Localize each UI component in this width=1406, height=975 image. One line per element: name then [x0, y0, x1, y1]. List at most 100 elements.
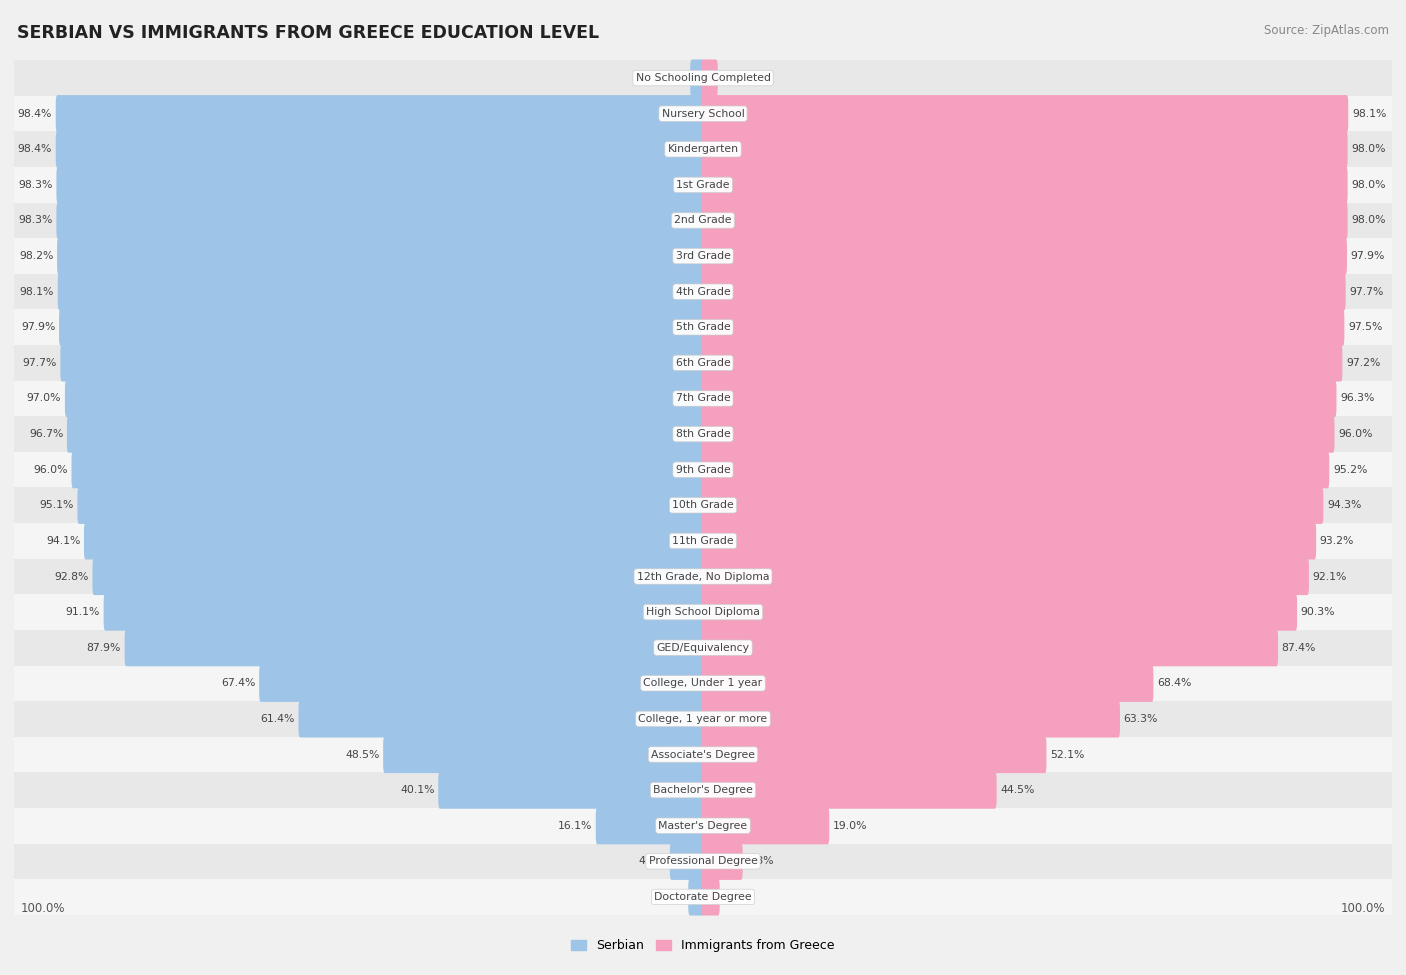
FancyBboxPatch shape: [702, 273, 1346, 310]
FancyBboxPatch shape: [59, 309, 704, 346]
Bar: [14, 451, 1392, 488]
Text: 98.0%: 98.0%: [1351, 179, 1386, 190]
FancyBboxPatch shape: [56, 96, 704, 133]
FancyBboxPatch shape: [702, 878, 720, 916]
FancyBboxPatch shape: [77, 487, 704, 524]
Text: Kindergarten: Kindergarten: [668, 144, 738, 154]
Text: 96.7%: 96.7%: [30, 429, 63, 439]
Text: 1.7%: 1.7%: [659, 73, 686, 83]
Bar: [14, 630, 1392, 666]
Text: GED/Equivalency: GED/Equivalency: [657, 643, 749, 652]
Text: 10th Grade: 10th Grade: [672, 500, 734, 510]
Text: 97.9%: 97.9%: [1351, 252, 1385, 261]
Bar: [14, 843, 1392, 879]
Text: 98.1%: 98.1%: [1353, 108, 1386, 119]
FancyBboxPatch shape: [702, 523, 1316, 560]
Text: 16.1%: 16.1%: [558, 821, 592, 831]
Bar: [14, 309, 1392, 345]
Text: 67.4%: 67.4%: [221, 679, 256, 688]
Text: 95.1%: 95.1%: [39, 500, 73, 510]
Text: 97.9%: 97.9%: [21, 323, 55, 332]
Text: College, 1 year or more: College, 1 year or more: [638, 714, 768, 723]
Bar: [14, 96, 1392, 132]
Text: 98.3%: 98.3%: [18, 215, 53, 225]
Text: 7th Grade: 7th Grade: [676, 394, 730, 404]
Text: 1st Grade: 1st Grade: [676, 179, 730, 190]
Bar: [14, 132, 1392, 167]
Text: 97.0%: 97.0%: [27, 394, 62, 404]
Text: 11th Grade: 11th Grade: [672, 536, 734, 546]
Text: 4th Grade: 4th Grade: [676, 287, 730, 296]
Text: 5th Grade: 5th Grade: [676, 323, 730, 332]
Text: Professional Degree: Professional Degree: [648, 856, 758, 867]
FancyBboxPatch shape: [384, 736, 704, 773]
Text: 96.0%: 96.0%: [34, 465, 67, 475]
FancyBboxPatch shape: [669, 842, 704, 879]
Text: No Schooling Completed: No Schooling Completed: [636, 73, 770, 83]
FancyBboxPatch shape: [439, 771, 704, 808]
Bar: [14, 274, 1392, 309]
Bar: [14, 808, 1392, 843]
FancyBboxPatch shape: [702, 700, 1121, 737]
Bar: [14, 380, 1392, 416]
Text: 5.8%: 5.8%: [747, 856, 773, 867]
FancyBboxPatch shape: [298, 700, 704, 737]
Text: High School Diploma: High School Diploma: [647, 607, 759, 617]
Text: 94.1%: 94.1%: [46, 536, 80, 546]
Bar: [14, 167, 1392, 203]
Text: 98.2%: 98.2%: [20, 252, 53, 261]
FancyBboxPatch shape: [67, 415, 704, 452]
Bar: [14, 666, 1392, 701]
Bar: [14, 345, 1392, 380]
Text: 48.5%: 48.5%: [344, 750, 380, 760]
Bar: [14, 772, 1392, 808]
FancyBboxPatch shape: [702, 344, 1343, 381]
Text: 95.2%: 95.2%: [1333, 465, 1367, 475]
Text: 92.8%: 92.8%: [55, 571, 89, 581]
FancyBboxPatch shape: [702, 238, 1347, 275]
Text: 97.7%: 97.7%: [22, 358, 56, 368]
Text: 93.2%: 93.2%: [1320, 536, 1354, 546]
Text: 98.0%: 98.0%: [1351, 144, 1386, 154]
Text: College, Under 1 year: College, Under 1 year: [644, 679, 762, 688]
FancyBboxPatch shape: [58, 273, 704, 310]
Bar: [14, 203, 1392, 238]
Text: 2.0%: 2.0%: [721, 73, 749, 83]
Text: 61.4%: 61.4%: [260, 714, 295, 723]
Text: 6th Grade: 6th Grade: [676, 358, 730, 368]
Bar: [14, 701, 1392, 737]
Text: Doctorate Degree: Doctorate Degree: [654, 892, 752, 902]
Text: 9th Grade: 9th Grade: [676, 465, 730, 475]
FancyBboxPatch shape: [702, 558, 1309, 595]
Text: 52.1%: 52.1%: [1050, 750, 1084, 760]
Text: 100.0%: 100.0%: [21, 903, 65, 916]
Text: 98.4%: 98.4%: [18, 144, 52, 154]
Text: 96.0%: 96.0%: [1339, 429, 1372, 439]
Bar: [14, 60, 1392, 96]
Text: 87.9%: 87.9%: [87, 643, 121, 652]
Text: 63.3%: 63.3%: [1123, 714, 1159, 723]
FancyBboxPatch shape: [702, 59, 717, 97]
FancyBboxPatch shape: [84, 523, 704, 560]
Text: 2.0%: 2.0%: [657, 892, 685, 902]
Text: 68.4%: 68.4%: [1157, 679, 1191, 688]
Bar: [14, 737, 1392, 772]
FancyBboxPatch shape: [702, 309, 1344, 346]
FancyBboxPatch shape: [702, 96, 1348, 133]
Bar: [14, 559, 1392, 595]
FancyBboxPatch shape: [690, 59, 704, 97]
Text: 2nd Grade: 2nd Grade: [675, 215, 731, 225]
Bar: [14, 238, 1392, 274]
Text: 98.0%: 98.0%: [1351, 215, 1386, 225]
FancyBboxPatch shape: [93, 558, 704, 595]
Text: 40.1%: 40.1%: [401, 785, 434, 796]
FancyBboxPatch shape: [702, 771, 997, 808]
Text: Master's Degree: Master's Degree: [658, 821, 748, 831]
Text: 98.4%: 98.4%: [18, 108, 52, 119]
FancyBboxPatch shape: [689, 878, 704, 916]
Text: 87.4%: 87.4%: [1282, 643, 1316, 652]
Text: Source: ZipAtlas.com: Source: ZipAtlas.com: [1264, 24, 1389, 37]
Text: 19.0%: 19.0%: [832, 821, 868, 831]
Text: Nursery School: Nursery School: [662, 108, 744, 119]
Text: 8th Grade: 8th Grade: [676, 429, 730, 439]
